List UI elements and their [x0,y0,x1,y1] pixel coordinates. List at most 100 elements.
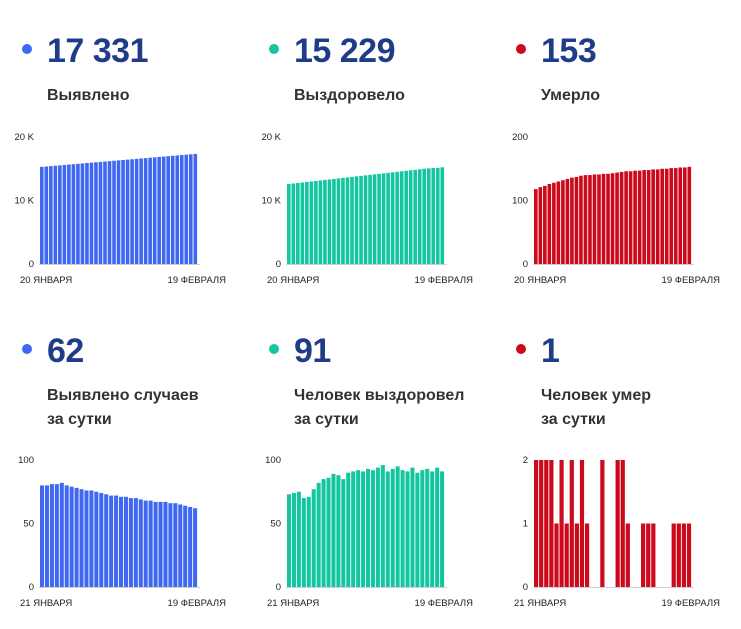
bar [168,503,173,587]
daily-deaths-legend-dot [516,344,526,354]
bar [152,157,157,264]
bar [53,165,58,264]
y-tick-label: 0 [276,582,281,593]
bar [351,471,356,587]
bar [574,523,579,587]
x-tick-label-end: 19 ФЕВРАЛЯ [415,598,474,609]
bar [404,170,408,264]
daily-confirmed-label-line: за сутки [47,411,112,428]
bar [565,178,570,264]
bar [316,482,321,587]
bar [534,189,538,264]
bar [377,173,381,264]
bar [686,523,692,587]
bar [597,174,601,264]
bar [366,468,371,587]
bar [112,160,116,264]
bar [368,174,372,264]
bar [410,467,415,587]
bar [561,180,565,264]
bar [40,485,45,587]
bar [543,185,547,264]
bar [148,157,152,264]
bar [370,470,375,587]
bar [413,169,418,264]
recovered-legend-dot [269,44,279,54]
bar [94,162,98,264]
bar [651,169,655,264]
bar [116,160,121,264]
bar [67,164,71,264]
confirmed-label-line: Выявлено [47,87,130,104]
y-tick-label: 50 [270,519,281,530]
bar [134,158,139,264]
y-tick-label: 2 [523,455,528,466]
bar [660,168,665,264]
bar [44,166,49,264]
daily-recovered-label-line: за сутки [294,411,359,428]
bar [161,156,166,264]
bar [341,479,346,587]
bar [326,477,331,587]
bar [291,183,296,264]
x-tick-label-start: 20 ЯНВАРЯ [267,275,319,286]
x-tick-label-end: 19 ФЕВРАЛЯ [168,275,227,286]
bar [49,166,53,264]
bar [99,493,104,587]
x-tick-label-start: 21 ЯНВАРЯ [20,598,72,609]
bar [188,154,193,264]
deaths-label-line: Умерло [541,87,600,104]
bar [71,164,76,264]
bar [327,179,332,264]
bar [669,168,674,264]
x-tick-label-start: 20 ЯНВАРЯ [514,275,566,286]
y-tick-label: 0 [29,259,34,270]
bar [673,168,678,264]
bar [440,471,445,587]
bar [682,167,687,264]
y-tick-label: 100 [18,455,34,466]
bar [628,171,633,264]
bar [84,490,89,587]
bar [173,503,178,587]
bar [435,167,440,264]
bar [671,523,676,587]
bar [620,460,625,587]
bar [539,460,544,587]
x-tick-label-end: 19 ФЕВРАЛЯ [662,598,721,609]
bar [556,181,561,264]
bar [431,167,436,264]
bar [69,486,74,587]
y-tick-label: 0 [523,582,528,593]
bar [321,479,326,587]
bar [59,482,64,587]
bar [175,155,180,264]
bar [678,167,683,264]
bar [655,169,660,264]
bar [426,168,431,264]
y-tick-label: 10 K [14,196,34,207]
confirmed-total-value: 17 331 [47,32,149,70]
daily-deaths-label-line: Человек умер [541,387,652,404]
bar [415,472,420,587]
bar [385,471,390,587]
bar [44,485,49,587]
bar [107,161,112,264]
daily-recovered-label-line: Человек выздоровел [294,387,465,404]
bar [123,496,128,587]
x-tick-label-start: 21 ЯНВАРЯ [267,598,319,609]
bar [395,171,399,264]
bar [350,176,354,264]
bar [380,465,385,587]
bar [193,508,198,587]
bar [619,171,624,264]
bar [296,182,300,264]
bar [588,175,592,264]
bar [58,165,62,264]
bar [646,523,651,587]
bar [600,460,605,587]
bar [130,159,134,264]
bar [170,155,175,264]
daily-recovered-bar-chart: 0 50 100 21 ЯНВАРЯ 19 ФЕВРАЛЯ [265,455,474,609]
bar [104,494,109,587]
